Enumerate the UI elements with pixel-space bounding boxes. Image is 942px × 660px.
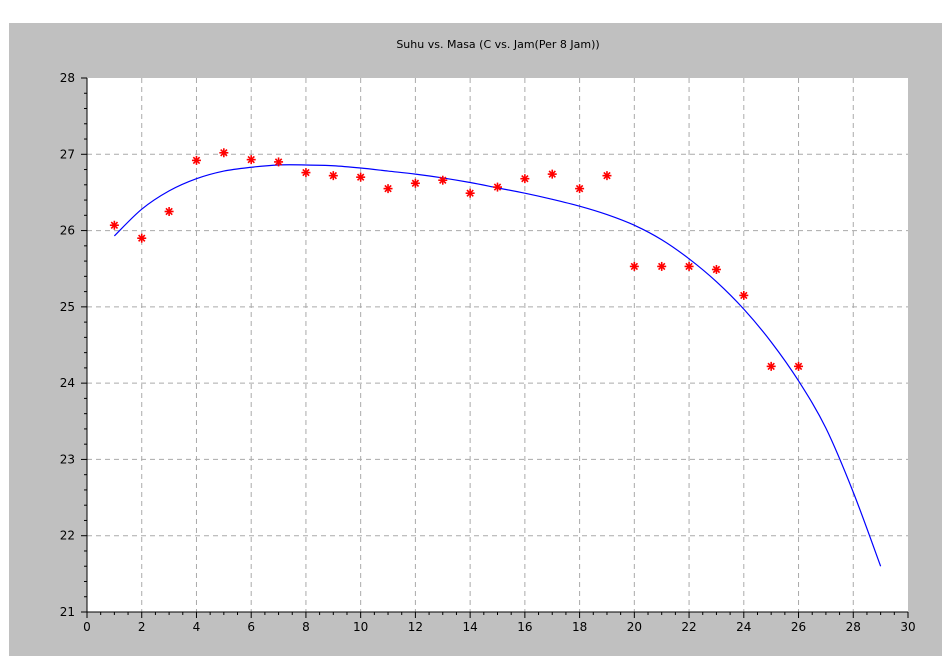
data-point [739, 290, 749, 300]
data-point-stroke [439, 176, 447, 184]
data-point-stroke [302, 168, 310, 177]
data-point [629, 261, 639, 271]
data-point-stroke [220, 149, 228, 157]
x-tick-label: 2 [138, 620, 146, 634]
x-tick-label: 18 [572, 620, 587, 634]
chart-title: Suhu vs. Masa (C vs. Jam(Per 8 Jam)) [396, 38, 599, 51]
x-tick-label: 14 [462, 620, 477, 634]
axes [81, 77, 909, 618]
x-tick-label: 30 [900, 620, 915, 634]
y-tick-label: 24 [60, 376, 75, 390]
data-point [246, 155, 256, 165]
data-points-layer [109, 148, 804, 371]
data-point-stroke [247, 155, 255, 164]
data-point-stroke [685, 262, 693, 271]
data-point [711, 264, 721, 274]
data-point [657, 261, 667, 271]
data-point-stroke [603, 171, 611, 180]
data-point-stroke [630, 262, 639, 271]
data-point-stroke [329, 171, 338, 180]
data-point [137, 233, 147, 243]
data-point-stroke [548, 170, 556, 178]
data-point [274, 157, 284, 167]
data-point [575, 184, 585, 194]
data-point [191, 155, 201, 165]
data-point [410, 178, 420, 188]
y-tick-label: 25 [60, 300, 75, 314]
y-tick-label: 21 [60, 605, 75, 619]
data-point-stroke [521, 174, 529, 183]
x-tick-label: 8 [302, 620, 310, 634]
data-point [328, 171, 338, 181]
data-point-stroke [384, 184, 392, 193]
data-point [493, 182, 502, 192]
data-point [465, 188, 475, 198]
data-point-stroke [767, 362, 775, 371]
x-tick-label: 4 [193, 620, 201, 634]
x-tick-label: 10 [353, 620, 368, 634]
x-tick-label: 28 [846, 620, 861, 634]
y-tick-label: 27 [60, 147, 75, 161]
data-point [520, 174, 530, 184]
x-tick-label: 12 [408, 620, 423, 634]
data-point-stroke [356, 173, 365, 181]
data-point [438, 175, 448, 185]
y-tick-label: 22 [60, 529, 75, 543]
data-point [356, 172, 366, 182]
data-point-stroke [274, 158, 283, 166]
x-tick-label: 0 [83, 620, 91, 634]
data-point [301, 168, 311, 178]
data-point-stroke [712, 265, 721, 274]
data-point [109, 220, 119, 230]
data-point [766, 361, 776, 371]
data-point-stroke [466, 189, 474, 197]
data-point-stroke [165, 207, 173, 216]
data-point-stroke [794, 362, 803, 371]
tick-labels: 0 2 4 6 8 10 12 14 16 18 20 22 24 26 28 302122232425262… [60, 71, 916, 634]
data-point-stroke [192, 156, 201, 165]
x-tick-label: 20 [627, 620, 642, 634]
data-point-stroke [575, 184, 584, 193]
x-tick-label: 26 [791, 620, 806, 634]
data-point [547, 169, 557, 179]
data-point [164, 207, 174, 216]
x-tick-label: 6 [247, 620, 255, 634]
data-point [602, 171, 612, 181]
data-point-stroke [493, 183, 502, 191]
data-point-stroke [110, 221, 119, 229]
x-tick-label: 16 [517, 620, 532, 634]
plot-area [87, 78, 908, 612]
data-point [383, 184, 393, 194]
data-point-stroke [657, 262, 666, 271]
y-tick-label: 28 [60, 71, 75, 85]
x-tick-label: 22 [681, 620, 696, 634]
y-tick-label: 23 [60, 452, 75, 466]
data-point [219, 148, 229, 158]
y-tick-label: 26 [60, 224, 75, 238]
x-tick-label: 24 [736, 620, 751, 634]
data-point-stroke [740, 291, 748, 300]
data-point [684, 261, 694, 271]
data-point [794, 361, 804, 371]
data-point-stroke [138, 234, 146, 242]
data-point-stroke [411, 179, 420, 187]
